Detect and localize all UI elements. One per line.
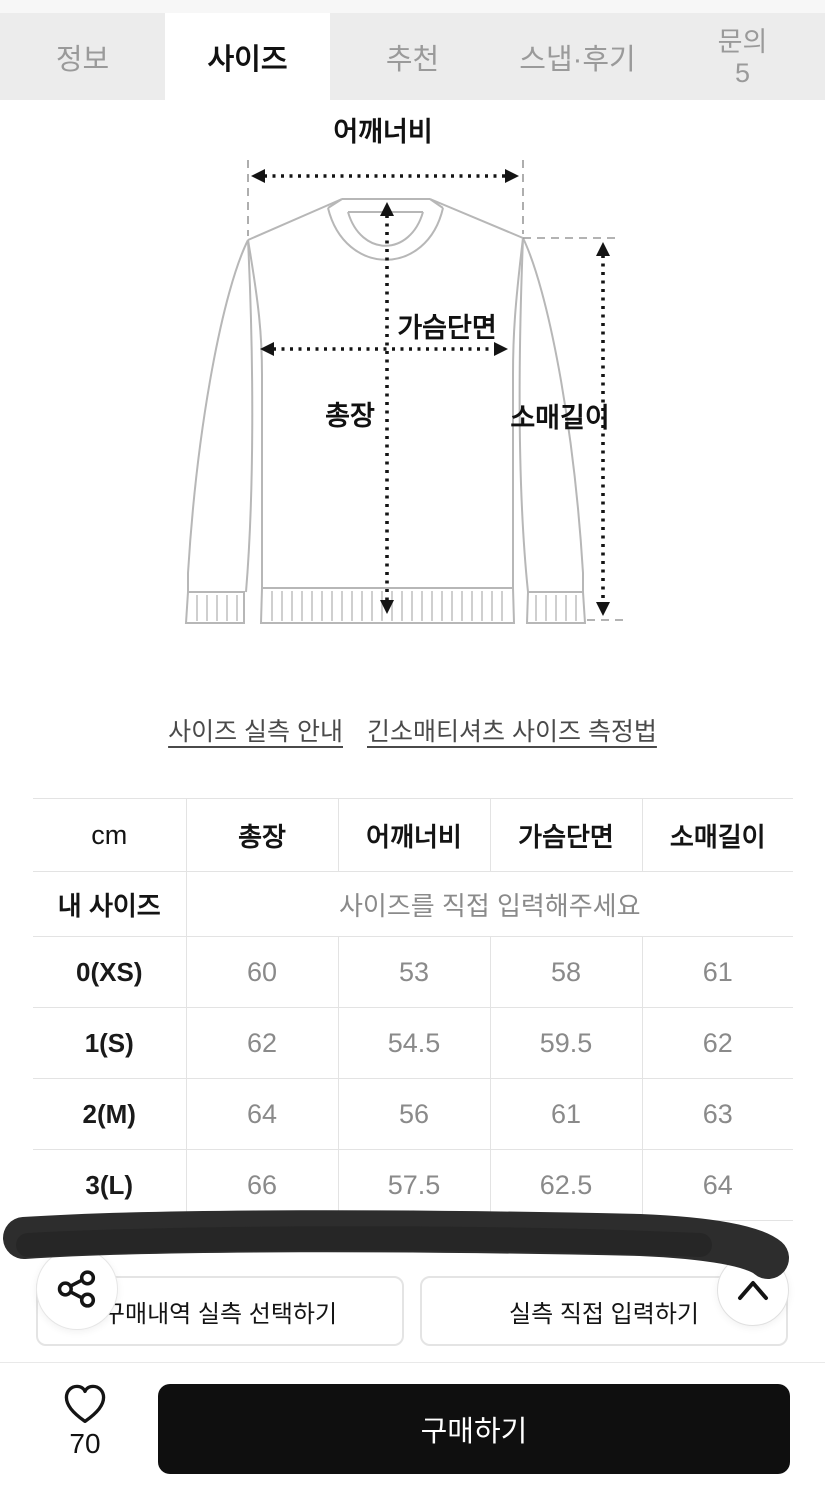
- value-cell: 56: [337, 1078, 491, 1150]
- size-measurement-diagram: 어깨너비 가슴단면 총장 소매길이: [184, 117, 623, 624]
- tab-inquiry[interactable]: 문의 5: [660, 13, 825, 100]
- total-length-arrow: [380, 202, 394, 614]
- unit-header-cell: cm: [33, 798, 187, 872]
- value-cell: 62: [641, 1007, 793, 1079]
- sleeve-length-label: 소매길이: [510, 403, 609, 433]
- value-cell: 54.5: [337, 1007, 491, 1079]
- tab-info[interactable]: 정보: [55, 43, 110, 76]
- size-table-header: cm 총장 어깨너비 가슴단면 소매길이: [33, 798, 793, 872]
- size-table: cm 총장 어깨너비 가슴단면 소매길이 내 사이즈 사이즈를 직접 입력해주세…: [33, 798, 793, 1221]
- size-measure-guide-link[interactable]: 사이즈 실측 안내: [168, 718, 343, 746]
- value-cell: 64: [641, 1149, 793, 1221]
- chest-width-label: 가슴단면: [397, 313, 496, 343]
- table-row: 1(S) 62 54.5 59.5 62: [33, 1007, 793, 1079]
- shoulder-width-label: 어깨너비: [333, 117, 432, 147]
- size-label: 0(XS): [33, 936, 187, 1008]
- my-size-row: 내 사이즈 사이즈를 직접 입력해주세요: [33, 871, 793, 937]
- value-cell: 61: [489, 1078, 643, 1150]
- value-cell: 64: [185, 1078, 339, 1150]
- col-header-chest: 가슴단면: [489, 798, 643, 872]
- table-row: 0(XS) 60 53 58 61: [33, 936, 793, 1008]
- buy-button[interactable]: 구매하기: [158, 1384, 790, 1474]
- total-length-label: 총장: [325, 401, 375, 431]
- purchase-bar: 70 구매하기: [0, 1362, 825, 1500]
- value-cell: 66: [185, 1149, 339, 1221]
- value-cell: 62.5: [489, 1149, 643, 1221]
- direct-input-measurement-label: 실측 직접 입력하기: [509, 1300, 699, 1328]
- chevron-up-icon: [738, 1281, 768, 1300]
- col-header-sleeve: 소매길이: [641, 798, 793, 872]
- share-button[interactable]: [36, 1248, 118, 1330]
- my-size-label: 내 사이즈: [33, 871, 187, 937]
- value-cell: 53: [337, 936, 491, 1008]
- chest-width-arrow: [260, 342, 508, 356]
- value-cell: 61: [641, 936, 793, 1008]
- share-icon: [57, 1270, 96, 1308]
- select-purchase-measurement-label: 구매내역 실측 선택하기: [102, 1300, 338, 1328]
- value-cell: 60: [185, 936, 339, 1008]
- tab-inquiry-label: 문의: [717, 27, 768, 58]
- size-label: 1(S): [33, 1007, 187, 1079]
- col-header-length: 총장: [185, 798, 339, 872]
- col-header-shoulder: 어깨너비: [337, 798, 491, 872]
- status-strip: [0, 0, 825, 13]
- size-guide-links: 사이즈 실측 안내 긴소매티셔츠 사이즈 측정법: [0, 712, 825, 748]
- like-count: 70: [69, 1428, 101, 1459]
- heart-icon: [64, 1384, 106, 1423]
- tab-bar: 정보 사이즈 추천 스냅·후기 문의 5: [0, 13, 825, 100]
- my-size-input[interactable]: 사이즈를 직접 입력해주세요: [185, 871, 793, 937]
- tab-snap-reviews[interactable]: 스냅·후기: [519, 43, 636, 76]
- size-label: 2(M): [33, 1078, 187, 1150]
- tab-size[interactable]: 사이즈: [165, 13, 330, 100]
- value-cell: 62: [185, 1007, 339, 1079]
- value-cell: 59.5: [489, 1007, 643, 1079]
- table-row: 3(L) 66 57.5 62.5 64: [33, 1149, 793, 1221]
- longsleeve-measure-method-link[interactable]: 긴소매티셔츠 사이즈 측정법: [367, 718, 657, 746]
- value-cell: 58: [489, 936, 643, 1008]
- tab-inquiry-count: 5: [734, 57, 751, 88]
- table-row: 2(M) 64 56 61 63: [33, 1078, 793, 1150]
- shoulder-width-arrow: [251, 169, 519, 183]
- like-button[interactable]: 70: [52, 1381, 118, 1460]
- scroll-to-top-button[interactable]: [717, 1254, 789, 1326]
- value-cell: 63: [641, 1078, 793, 1150]
- buy-button-label: 구매하기: [420, 1416, 528, 1448]
- tab-recommend[interactable]: 추천: [385, 43, 440, 76]
- size-label: 3(L): [33, 1149, 187, 1221]
- value-cell: 57.5: [337, 1149, 491, 1221]
- sleeve-length-arrow: [596, 242, 610, 616]
